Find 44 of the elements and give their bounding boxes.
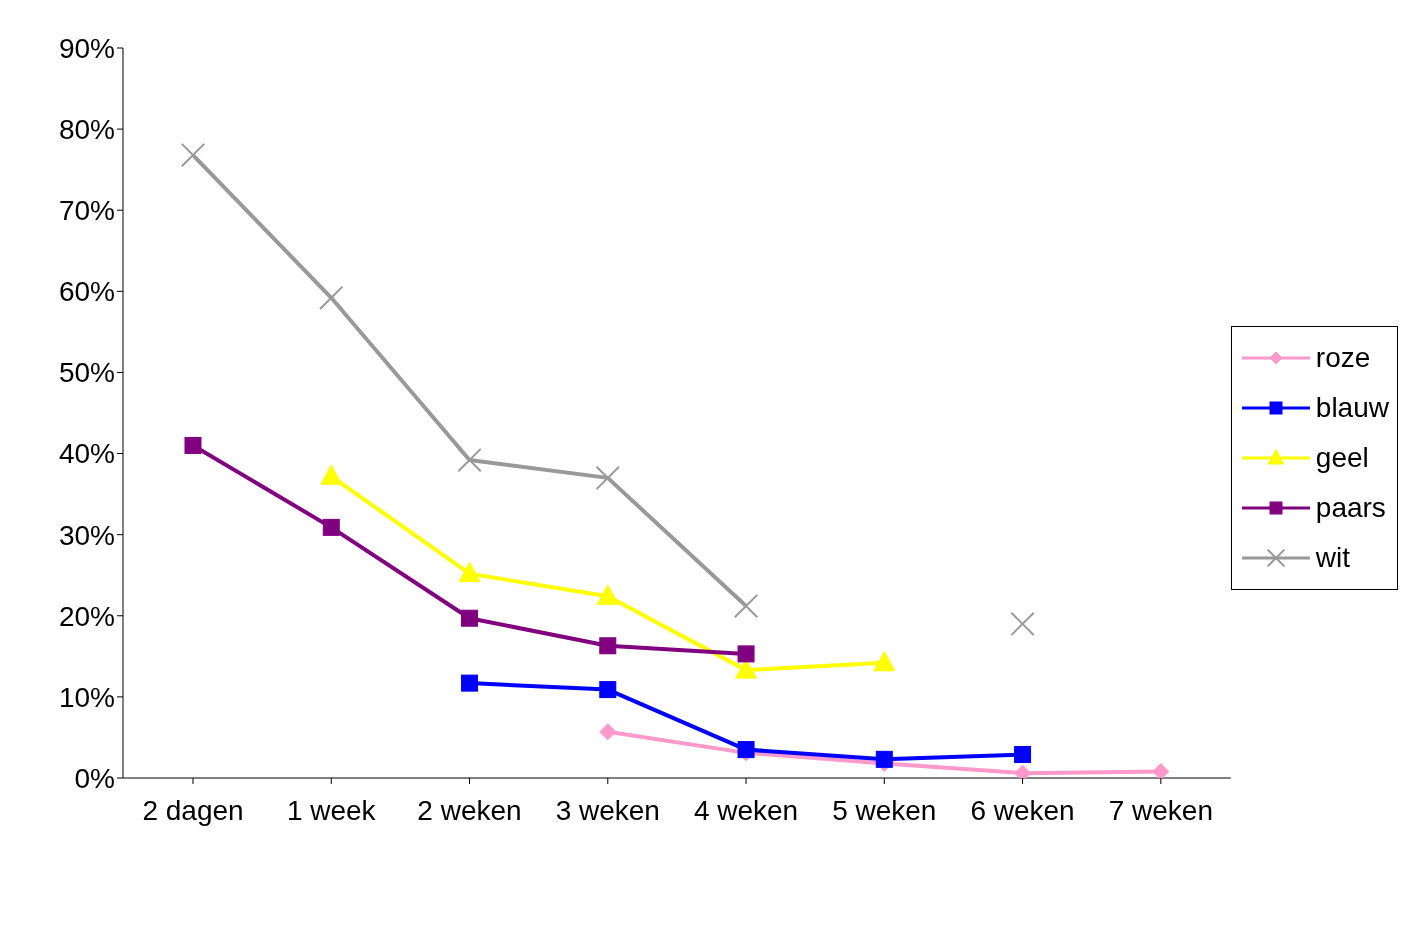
point: [319, 285, 344, 311]
x-tick-label: 1 week: [286, 794, 377, 826]
x-tick-label: 3 weken: [555, 794, 660, 826]
point: [599, 637, 617, 655]
y-tick-label: 80%: [58, 114, 115, 146]
point: [733, 593, 759, 619]
point: [184, 436, 202, 454]
point: [1152, 763, 1170, 778]
x-tick-label: 7 weken: [1108, 794, 1213, 826]
point: [320, 464, 343, 485]
legend-label: blauw: [1315, 392, 1389, 424]
y-tick-label: 60%: [58, 276, 115, 308]
legend-label: wit: [1315, 542, 1351, 574]
y-tick-label: 30%: [58, 519, 115, 551]
point: [596, 584, 619, 605]
x-tick-label: 2 weken: [417, 794, 522, 826]
point: [461, 609, 479, 627]
y-tick-label: 10%: [58, 681, 115, 713]
point: [599, 681, 617, 699]
point: [1014, 745, 1032, 763]
point: [737, 645, 755, 663]
legend-label: geel: [1315, 442, 1369, 474]
point: [595, 465, 620, 491]
x-tick-label: 6 weken: [970, 794, 1075, 826]
point: [322, 518, 340, 536]
point: [180, 142, 206, 168]
x-tick-label: 5 weken: [832, 794, 937, 826]
y-tick-label: 70%: [58, 195, 115, 227]
point: [875, 750, 893, 768]
x-tick-label: 4 weken: [693, 794, 799, 826]
y-tick-label: 90%: [58, 32, 115, 64]
y-tick-label: 0%: [74, 762, 115, 794]
point: [599, 723, 617, 741]
y-tick-label: 20%: [58, 600, 115, 632]
y-tick-label: 50%: [58, 357, 115, 389]
y-tick-label: 40%: [58, 438, 115, 470]
x-tick-label: 2 dagen: [142, 794, 244, 826]
point: [873, 651, 896, 672]
point: [461, 674, 479, 692]
legend-label: roze: [1315, 342, 1371, 374]
point: [458, 561, 481, 583]
legend-label: paars: [1315, 492, 1386, 524]
point: [457, 447, 482, 473]
point: [1010, 611, 1035, 637]
